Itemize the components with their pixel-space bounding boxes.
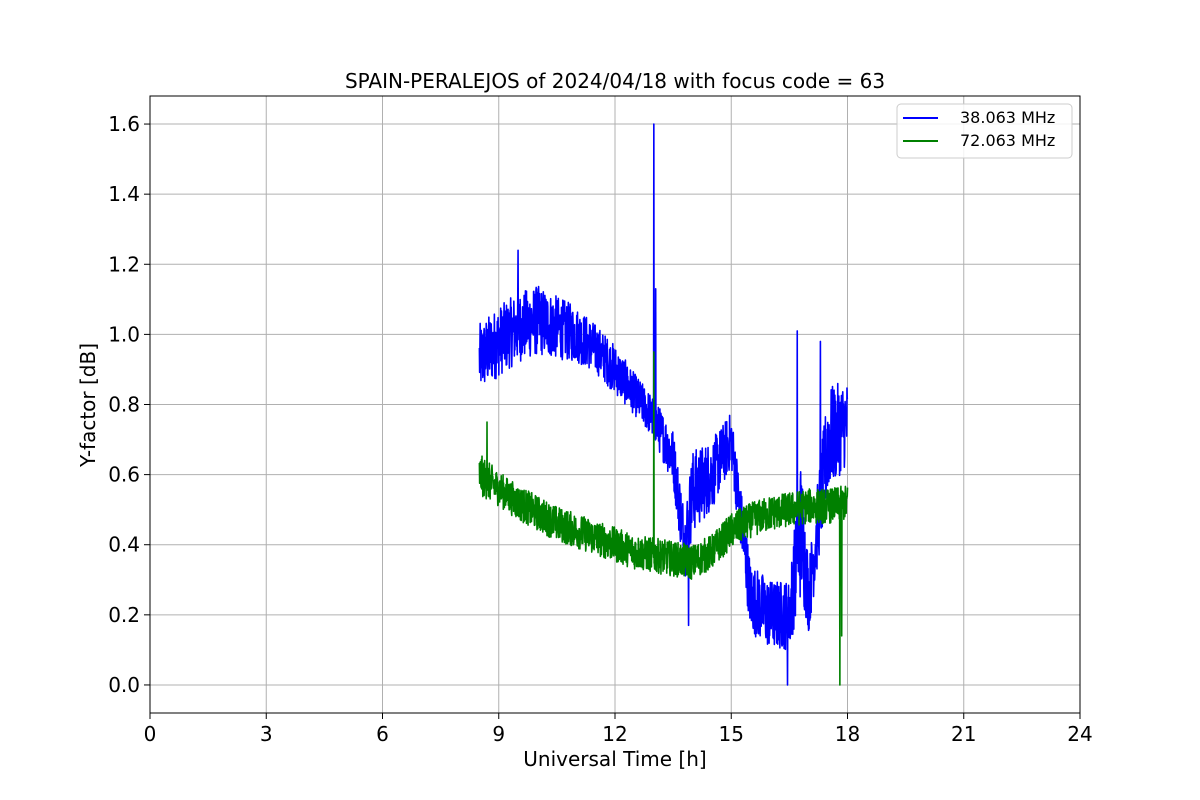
- x-tick-label: 18: [835, 722, 860, 746]
- legend-label-72mhz: 72.063 MHz: [960, 131, 1055, 150]
- legend-box: [896, 103, 1073, 159]
- x-tick-label: 15: [719, 722, 744, 746]
- y-tick-label: 0.4: [108, 533, 140, 557]
- y-tick-label: 0.0: [108, 673, 140, 697]
- series-layer: [478, 123, 849, 686]
- x-tick-label: 24: [1067, 722, 1092, 746]
- x-axis-ticks: 0 3 6 9 12 15 18 21 24: [144, 713, 1093, 746]
- x-tick-label: 21: [951, 722, 976, 746]
- y-tick-label: 0.8: [108, 393, 140, 417]
- y-tick-label: 1.6: [108, 112, 140, 136]
- x-tick-label: 6: [376, 722, 389, 746]
- y-axis-ticks: 0.0 0.2 0.4 0.6 0.8 1.0 1.2 1.4 1.6: [108, 112, 150, 697]
- x-axis-label: Universal Time [h]: [523, 747, 706, 771]
- x-tick-label: 3: [260, 722, 273, 746]
- series-line-1: [478, 351, 849, 686]
- y-axis-label: Y-factor [dB]: [76, 343, 100, 468]
- y-tick-label: 0.6: [108, 463, 140, 487]
- y-tick-label: 1.4: [108, 182, 140, 206]
- x-tick-label: 9: [492, 722, 505, 746]
- series-line-0: [478, 123, 849, 686]
- x-tick-label: 0: [144, 722, 157, 746]
- y-tick-label: 1.0: [108, 322, 140, 346]
- chart-title: SPAIN-PERALEJOS of 2024/04/18 with focus…: [345, 69, 885, 93]
- legend-label-38mhz: 38.063 MHz: [960, 108, 1055, 127]
- y-tick-label: 1.2: [108, 252, 140, 276]
- legend: 38.063 MHz 72.063 MHz: [896, 103, 1073, 159]
- y-tick-label: 0.2: [108, 603, 140, 627]
- x-tick-label: 12: [602, 722, 627, 746]
